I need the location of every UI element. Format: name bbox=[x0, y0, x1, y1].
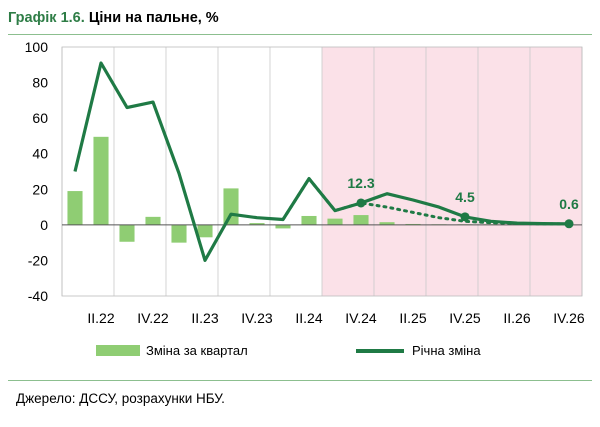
chart-title-text: Ціни на пальне, % bbox=[88, 10, 219, 26]
bar bbox=[171, 224, 187, 243]
bar bbox=[93, 136, 109, 225]
x-tick-label: IV.25 bbox=[449, 310, 481, 326]
chart-number: Графік 1.6. bbox=[8, 10, 85, 26]
bar bbox=[223, 188, 239, 225]
bar bbox=[249, 223, 265, 225]
legend-item-bars: Зміна за квартал bbox=[96, 343, 248, 358]
plot-frame bbox=[61, 46, 583, 297]
data-label: 4.5 bbox=[455, 189, 475, 205]
y-tick-label: -20 bbox=[28, 252, 48, 268]
chart-plot: -40 -20 0 20 40 60 80 100 12.3 4.5 0.6 II.22 IV.22 II… bbox=[25, 39, 585, 326]
data-label: 12.3 bbox=[347, 175, 374, 191]
x-tick-label: II.23 bbox=[191, 310, 218, 326]
x-tick-label: II.25 bbox=[399, 310, 426, 326]
annual-change-line bbox=[73, 61, 570, 262]
data-label: 0.6 bbox=[559, 196, 579, 212]
y-tick-label: 80 bbox=[32, 75, 48, 91]
bar bbox=[145, 216, 161, 225]
x-tick-label: IV.26 bbox=[553, 310, 585, 326]
bar bbox=[275, 224, 291, 229]
footer-divider bbox=[8, 380, 592, 381]
y-tick-label: -40 bbox=[28, 288, 48, 304]
bar bbox=[353, 215, 369, 225]
x-tick-label: IV.24 bbox=[345, 310, 377, 326]
legend-label-bars: Зміна за квартал bbox=[146, 343, 248, 358]
line-marker bbox=[460, 212, 470, 222]
legend-swatch-line bbox=[356, 348, 404, 353]
y-tick-label: 40 bbox=[32, 146, 48, 162]
bar bbox=[379, 222, 395, 225]
x-tick-label: II.26 bbox=[503, 310, 530, 326]
chart-title: Графік 1.6. Ціни на пальне, % bbox=[8, 10, 219, 26]
y-tick-label: 0 bbox=[40, 217, 48, 233]
y-tick-label: 60 bbox=[32, 110, 48, 126]
bar bbox=[119, 224, 135, 242]
line-marker bbox=[564, 219, 574, 229]
x-tick-label: IV.22 bbox=[137, 310, 169, 326]
x-tick-label: II.22 bbox=[87, 310, 114, 326]
title-divider bbox=[8, 34, 592, 35]
y-tick-label: 20 bbox=[32, 181, 48, 197]
bar bbox=[67, 191, 83, 225]
legend-swatch-bars bbox=[96, 345, 140, 356]
legend-item-line: Річна зміна bbox=[356, 343, 481, 358]
x-tick-label: IV.23 bbox=[241, 310, 273, 326]
x-tick-label: II.24 bbox=[295, 310, 322, 326]
forecast-shading bbox=[322, 47, 582, 296]
bar bbox=[301, 215, 317, 225]
legend-label-line: Річна зміна bbox=[412, 343, 481, 358]
y-tick-label: 100 bbox=[25, 39, 49, 55]
bar bbox=[197, 224, 213, 238]
line-marker bbox=[356, 198, 366, 208]
source-note: Джерело: ДССУ, розрахунки НБУ. bbox=[16, 391, 225, 406]
bar bbox=[327, 218, 343, 225]
